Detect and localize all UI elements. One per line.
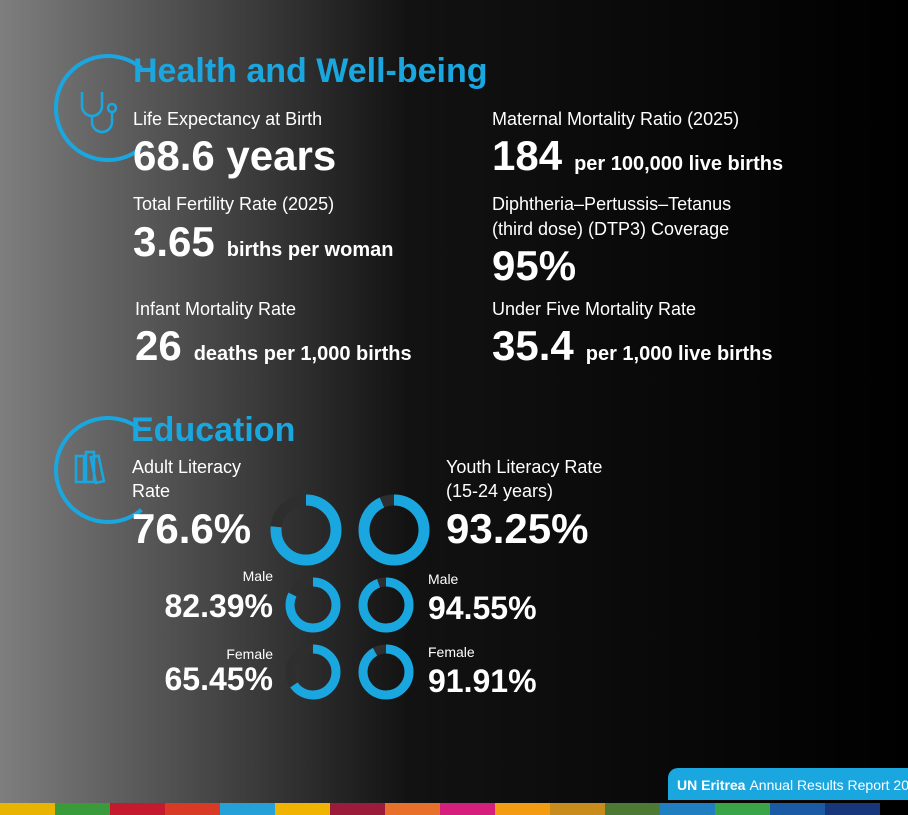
metric-label: Infant Mortality Rate: [135, 299, 296, 319]
footer-text: UN Eritrea Annual Results Report 2025: [677, 777, 908, 793]
donut-arc: [358, 577, 414, 633]
metric-label: Under Five Mortality Rate: [492, 299, 696, 319]
strip-segment: [275, 803, 331, 815]
metric-unit: deaths per 1,000 births: [194, 343, 412, 365]
footer-org: UN Eritrea: [677, 777, 746, 793]
metric-value: 95%: [492, 242, 576, 289]
metric-unit: per 1,000 live births: [586, 343, 773, 365]
metric-value: 3.65: [133, 218, 215, 265]
strip-segment: [385, 803, 441, 815]
education-ring: [53, 416, 143, 524]
metric-label: Maternal Mortality Ratio (2025): [492, 109, 739, 129]
donut-arc: [285, 577, 341, 633]
strip-segment: [880, 803, 908, 815]
books-icon: [74, 450, 106, 485]
metric-label: Diphtheria–Pertussis–Tetanus: [492, 194, 731, 214]
stethoscope-icon: [80, 92, 114, 134]
metric-value: 35.4: [492, 322, 574, 369]
sex-value: 94.55%: [428, 590, 537, 626]
metric-value: 184: [492, 132, 563, 179]
donut-arc: [358, 644, 414, 700]
strip-segment: [440, 803, 496, 815]
strip-segment: [220, 803, 276, 815]
strip-segment: [770, 803, 826, 815]
strip-segment: [330, 803, 386, 815]
literacy-label: Adult Literacy: [132, 457, 241, 477]
strip-segment: [55, 803, 111, 815]
strip-segment: [660, 803, 716, 815]
metric-value: 68.6 years: [133, 132, 336, 179]
literacy-total: 76.6%: [132, 505, 251, 552]
strip-segment: [495, 803, 551, 815]
donut-arc: [285, 644, 341, 700]
sex-label: Female: [428, 644, 475, 660]
metric-label: (third dose) (DTP3) Coverage: [492, 219, 729, 239]
metric-unit: per 100,000 live births: [574, 153, 783, 175]
stethoscope-head: [106, 102, 118, 114]
footer-title: Annual Results Report 2025: [749, 777, 908, 793]
literacy-label: Rate: [132, 481, 170, 501]
health-title: Health and Well-being: [133, 52, 488, 90]
sex-label: Male: [428, 571, 459, 587]
metric-unit: births per woman: [227, 239, 394, 261]
sex-value: 82.39%: [164, 588, 273, 624]
strip-segment: [550, 803, 606, 815]
health-ring: [53, 54, 143, 162]
sex-label: Male: [243, 568, 274, 584]
strip-segment: [165, 803, 221, 815]
strip-segment: [715, 803, 771, 815]
strip-segment: [0, 803, 56, 815]
sex-value: 91.91%: [428, 663, 537, 699]
literacy-label: Youth Literacy Rate: [446, 457, 602, 477]
sex-label: Female: [226, 646, 273, 662]
literacy-total: 93.25%: [446, 505, 588, 552]
literacy-label: (15-24 years): [446, 481, 553, 501]
donut-arc: [358, 494, 430, 566]
donut-arc: [270, 494, 342, 566]
strip-segment: [825, 803, 881, 815]
strip-segment: [605, 803, 661, 815]
color-strip: [0, 803, 908, 815]
education-title: Education: [131, 411, 295, 449]
metric-label: Total Fertility Rate (2025): [133, 194, 334, 214]
icons: [53, 54, 143, 524]
footer-box: [668, 768, 908, 800]
sex-value: 65.45%: [164, 661, 273, 697]
metric-label: Life Expectancy at Birth: [133, 109, 322, 129]
metric-value: 26: [135, 322, 182, 369]
strip-segment: [110, 803, 166, 815]
